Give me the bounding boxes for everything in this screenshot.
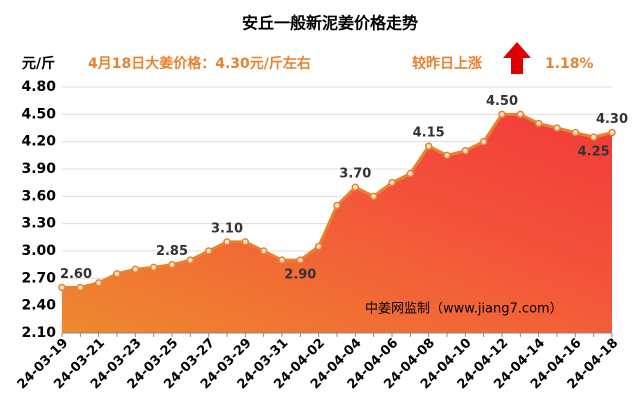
marker — [443, 151, 451, 160]
y-tick-label: 4.80 — [21, 79, 56, 95]
data-label: 2.90 — [284, 268, 316, 283]
marker — [168, 260, 176, 269]
y-tick-label: 2.10 — [21, 325, 56, 341]
data-label: 3.10 — [211, 221, 243, 236]
data-label: 2.85 — [156, 244, 188, 259]
y-tick-label: 3.90 — [21, 161, 56, 177]
marker — [516, 110, 525, 119]
marker — [278, 256, 286, 264]
marker — [424, 142, 433, 150]
data-label: 4.30 — [596, 112, 628, 127]
data-label: 2.60 — [60, 267, 92, 282]
marker — [113, 270, 121, 278]
marker — [534, 119, 543, 128]
y-tick-label: 3.60 — [21, 188, 56, 204]
marker — [589, 133, 598, 141]
marker — [204, 247, 213, 255]
marker — [186, 256, 195, 264]
marker — [351, 183, 360, 191]
data-label: 4.15 — [413, 126, 445, 141]
marker — [479, 137, 488, 146]
marker — [498, 110, 506, 119]
subtitle: 4月18日大姜价格：4.30元/斤左右 — [88, 55, 311, 72]
marker — [553, 124, 561, 132]
marker — [94, 279, 103, 287]
marker — [149, 263, 158, 272]
marker — [571, 128, 580, 137]
y-tick-label: 3.30 — [21, 216, 56, 232]
marker — [406, 169, 415, 178]
y-axis-label: 元/斤 — [22, 55, 55, 72]
y-tick-label: 3.00 — [21, 243, 56, 259]
marker — [76, 283, 85, 292]
marker — [608, 128, 616, 137]
data-label: 4.50 — [486, 94, 518, 109]
marker — [296, 256, 305, 264]
marker — [461, 147, 470, 155]
marker — [58, 283, 66, 292]
marker — [241, 238, 250, 246]
up-arrow — [503, 42, 531, 74]
marker — [259, 247, 268, 255]
marker — [369, 192, 378, 201]
change-label: 较昨日上涨 — [412, 55, 482, 72]
marker — [388, 178, 396, 187]
chart-title: 安丘一般新泥姜价格走势 — [242, 14, 418, 33]
change-value: 1.18% — [545, 56, 594, 72]
marker — [131, 265, 140, 273]
data-label: 4.25 — [578, 145, 610, 160]
marker — [333, 201, 341, 210]
y-tick-label: 2.40 — [21, 298, 56, 314]
marker — [314, 242, 323, 251]
plot-area: 2.10 2.40 2.70 3.00 3.30 3.60 3.90 4.20 4.50 4.80… — [15, 79, 628, 392]
y-tick-label: 4.50 — [21, 106, 56, 122]
watermark: 中姜网监制（www.jiang7.com） — [365, 302, 563, 317]
marker — [223, 238, 231, 246]
data-label: 3.70 — [339, 167, 371, 182]
y-tick-label: 2.70 — [21, 270, 56, 286]
y-tick-label: 4.20 — [21, 134, 56, 150]
area-fill — [62, 114, 612, 333]
